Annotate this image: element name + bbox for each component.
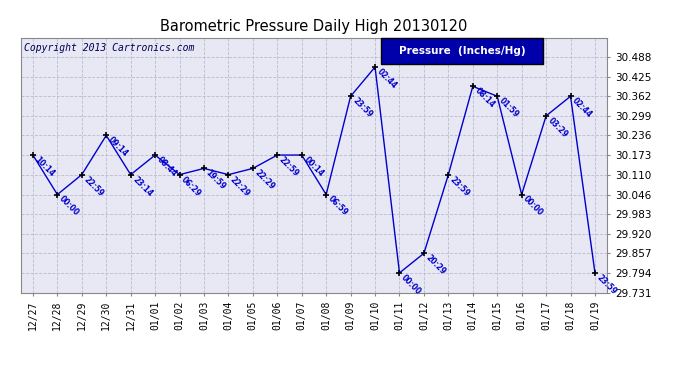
Text: 01:59: 01:59 — [497, 96, 520, 120]
Text: 10:14: 10:14 — [33, 155, 57, 178]
Text: 20:29: 20:29 — [424, 254, 447, 277]
Text: 22:59: 22:59 — [82, 175, 105, 198]
Text: Copyright 2013 Cartronics.com: Copyright 2013 Cartronics.com — [23, 43, 194, 52]
FancyBboxPatch shape — [382, 38, 543, 64]
Text: Pressure  (Inches/Hg): Pressure (Inches/Hg) — [399, 46, 525, 56]
Text: 23:59: 23:59 — [448, 175, 472, 198]
Text: 08:14: 08:14 — [473, 86, 496, 110]
Text: 23:59: 23:59 — [351, 96, 374, 120]
Text: 08:44: 08:44 — [155, 155, 179, 178]
Title: Barometric Pressure Daily High 20130120: Barometric Pressure Daily High 20130120 — [160, 18, 468, 33]
Text: 00:14: 00:14 — [302, 155, 325, 178]
Text: 22:59: 22:59 — [277, 155, 301, 178]
Text: 23:59: 23:59 — [595, 273, 618, 296]
Text: 00:00: 00:00 — [522, 195, 545, 218]
Text: 02:44: 02:44 — [571, 96, 594, 120]
Text: 02:44: 02:44 — [375, 67, 398, 90]
Text: 22:29: 22:29 — [253, 168, 276, 192]
Text: 06:29: 06:29 — [179, 175, 203, 198]
Text: 22:29: 22:29 — [228, 175, 252, 198]
Text: 09:14: 09:14 — [106, 135, 130, 159]
Text: 03:29: 03:29 — [546, 116, 569, 139]
Text: 00:00: 00:00 — [400, 273, 423, 296]
Text: 06:59: 06:59 — [326, 195, 350, 218]
Text: 23:14: 23:14 — [130, 175, 154, 198]
Text: 19:59: 19:59 — [204, 168, 227, 192]
Text: 00:00: 00:00 — [57, 195, 81, 218]
